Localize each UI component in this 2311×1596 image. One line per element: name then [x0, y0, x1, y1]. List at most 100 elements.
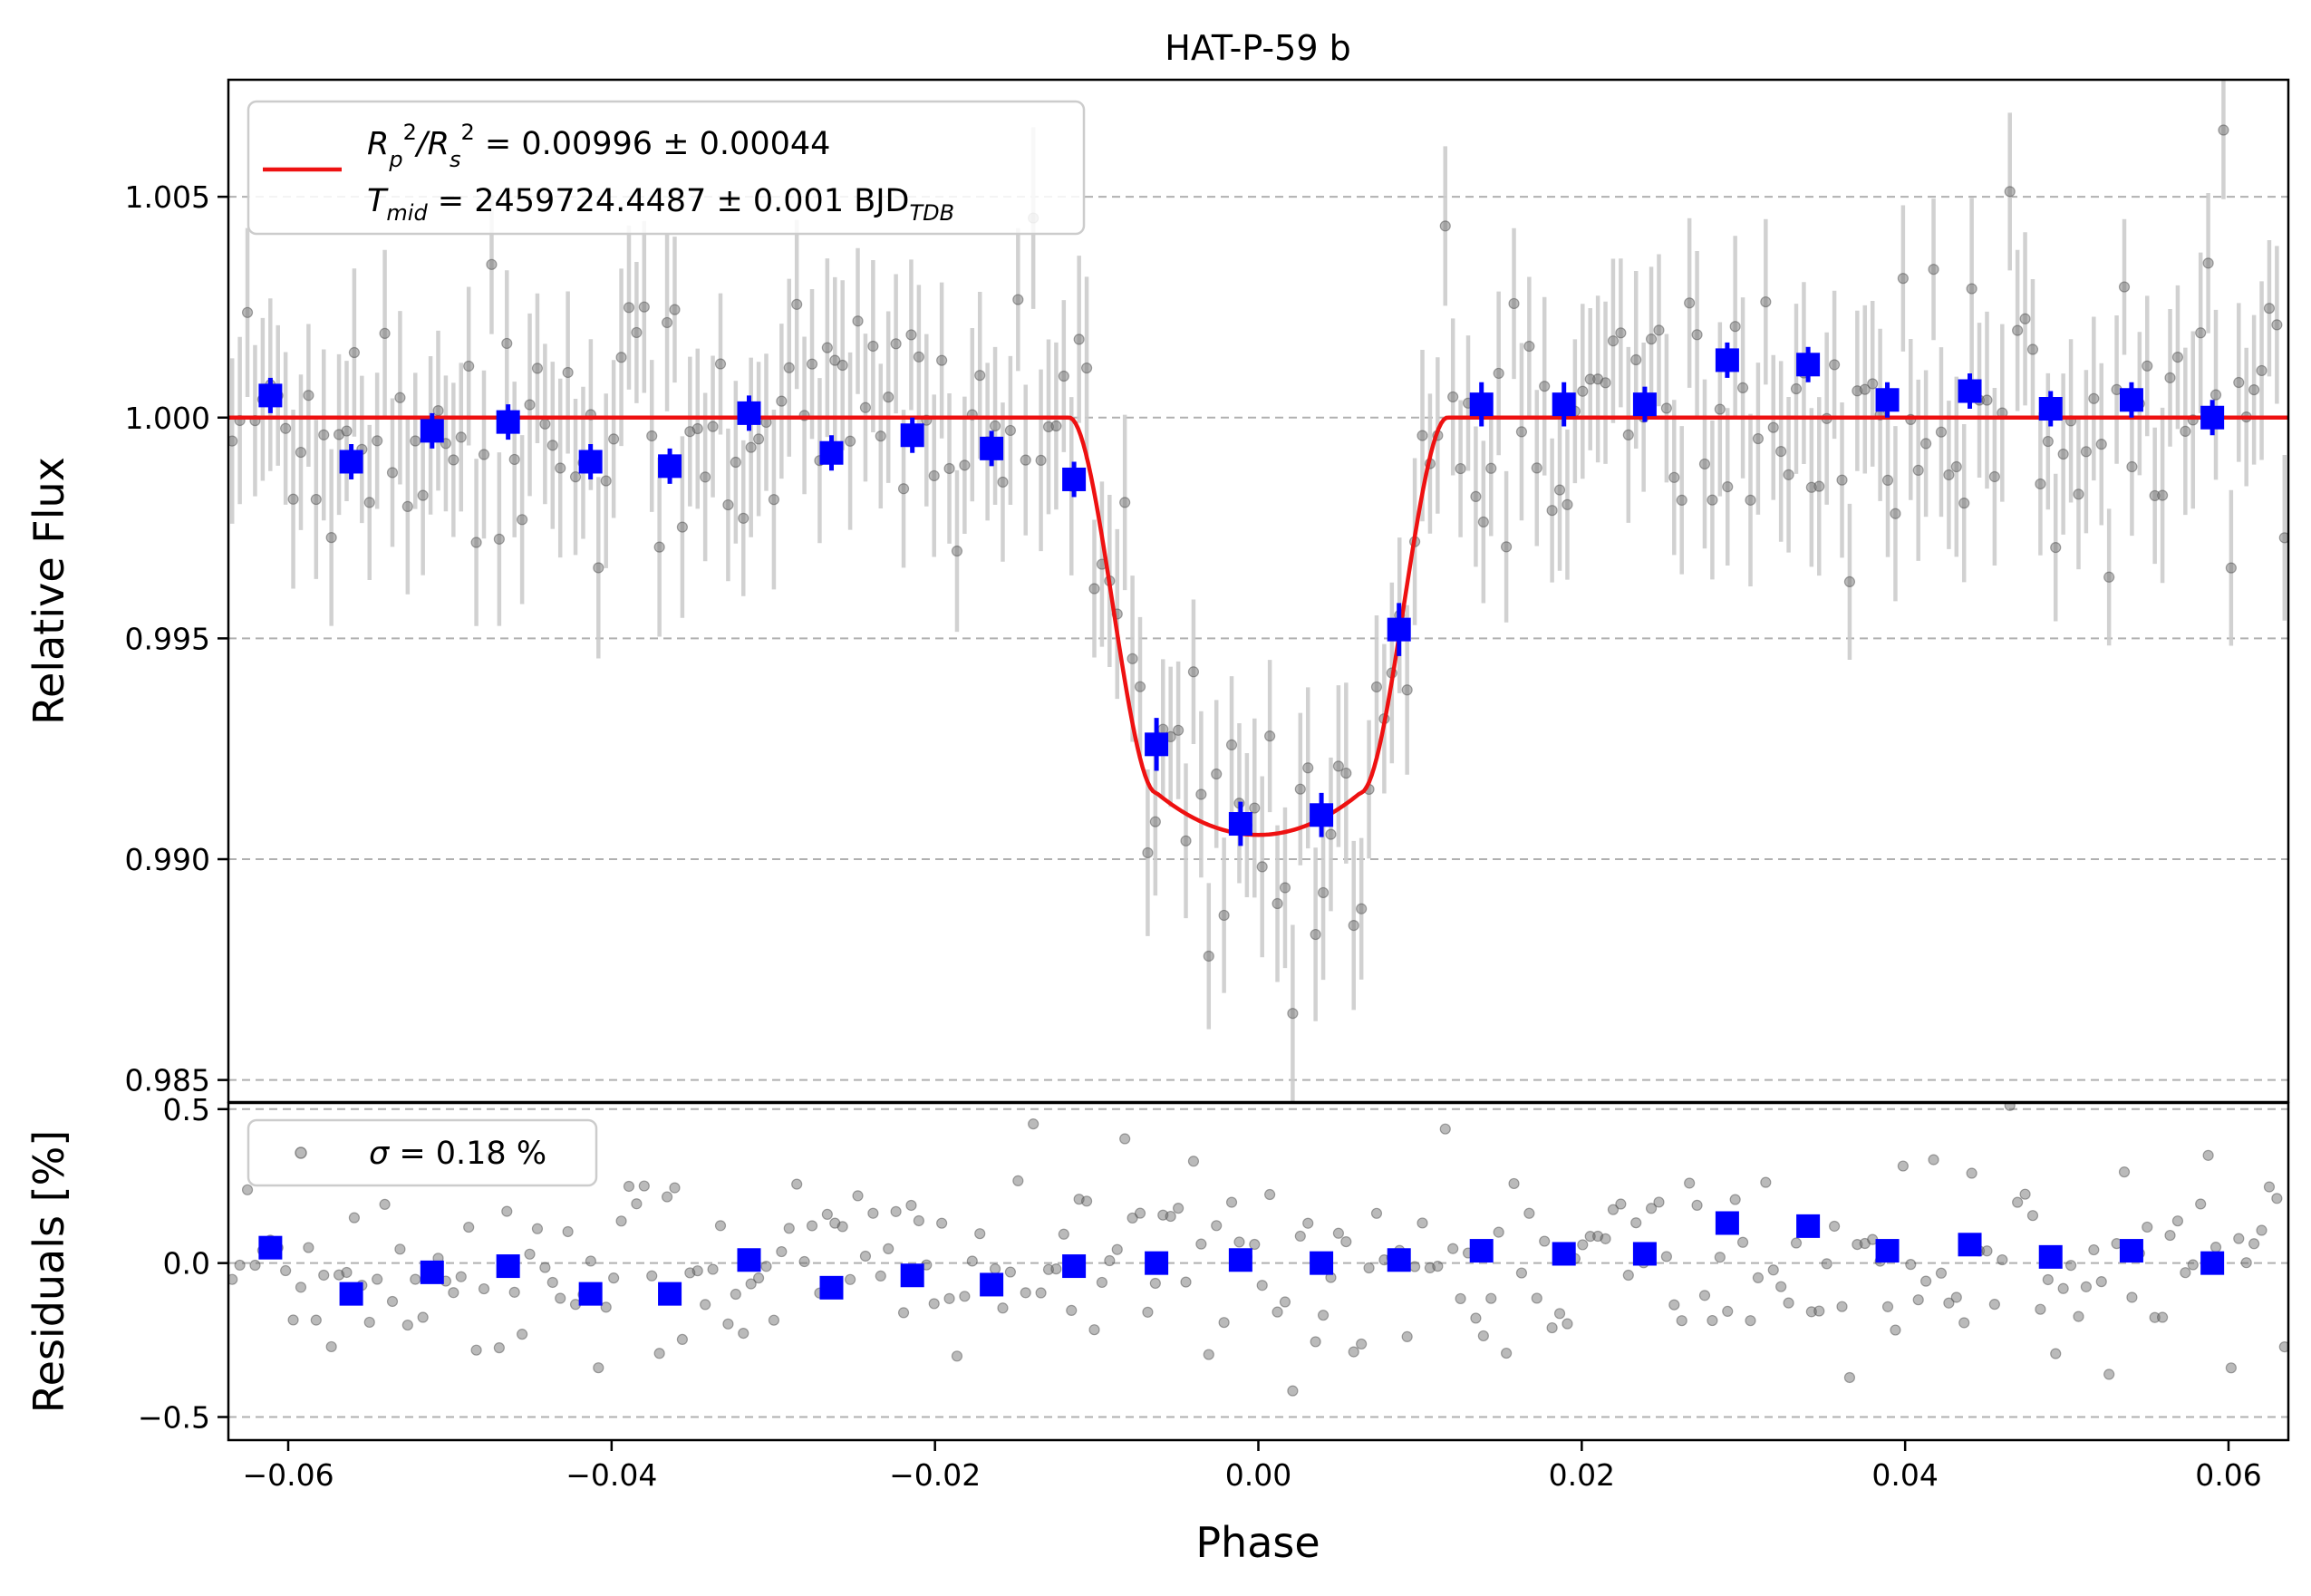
legend-sigma-label: σ = 0.18 %: [369, 1136, 546, 1172]
flux-raw-point: [2256, 364, 2267, 377]
flux-raw-point: [1698, 458, 1711, 470]
residual-raw-point: [1966, 1167, 1977, 1179]
residual-raw-point: [1943, 1297, 1955, 1309]
residual-raw-point: [661, 1191, 673, 1203]
flux-raw-point: [2142, 360, 2153, 372]
flux-raw-point: [2248, 383, 2260, 396]
residual-raw-point: [1508, 1177, 1520, 1190]
residual-raw-point: [1310, 1336, 1321, 1348]
residual-raw-point: [1775, 1281, 1787, 1292]
flux-raw-point: [555, 462, 566, 474]
residual-raw-point: [372, 1273, 383, 1285]
chart-title: HAT-P-59 b: [1165, 28, 1350, 68]
flux-raw-point: [951, 545, 963, 557]
residual-raw-point: [646, 1270, 658, 1282]
flux-binned-point: [819, 440, 844, 465]
flux-raw-point: [1279, 882, 1291, 894]
flux-raw-point: [1401, 684, 1413, 696]
flux-raw-point: [1302, 762, 1314, 774]
flux-raw-point: [1775, 446, 1787, 458]
residual-raw-point: [1653, 1196, 1665, 1208]
flux-raw-point: [1180, 835, 1192, 846]
flux-raw-point: [1439, 220, 1451, 232]
residual-raw-point: [2263, 1181, 2276, 1193]
flux-raw-point: [2026, 343, 2039, 355]
flux-raw-point: [1218, 909, 1230, 922]
flux-raw-point: [1981, 394, 1993, 406]
flux-raw-point: [1760, 295, 1772, 308]
residual-raw-point: [2209, 1242, 2222, 1253]
residuals-binned-point: [2038, 1244, 2063, 1269]
residuals-gridlines: [228, 1108, 2288, 1418]
flux-raw-point: [1813, 480, 1825, 492]
flux-raw-point: [2019, 313, 2031, 324]
flux-raw-point: [1729, 321, 1741, 333]
residual-raw-point: [966, 1255, 978, 1267]
flux-binned-point: [980, 436, 1004, 460]
residual-raw-point: [997, 1302, 1009, 1314]
residual-raw-point: [531, 1223, 544, 1234]
residual-raw-point: [852, 1190, 864, 1202]
flux-raw-point: [1805, 481, 1817, 493]
x-tick-label: −0.06: [242, 1457, 334, 1493]
residual-raw-point: [1485, 1292, 1497, 1304]
residual-raw-point: [562, 1225, 574, 1238]
flux-raw-point: [768, 494, 780, 506]
residual-raw-point: [455, 1271, 467, 1282]
flux-raw-point: [1867, 378, 1879, 390]
residual-raw-point: [1477, 1330, 1489, 1342]
flux-binned-point: [1310, 803, 1334, 827]
residual-raw-point: [2271, 1193, 2283, 1204]
residual-raw-point: [1233, 1236, 1245, 1248]
flux-raw-point: [623, 302, 635, 314]
flux-raw-point: [2080, 446, 2093, 458]
residual-raw-point: [951, 1350, 963, 1362]
residual-raw-point: [867, 1207, 879, 1219]
flux-binned-point: [339, 450, 363, 474]
residual-raw-point: [1332, 1227, 1344, 1239]
flux-raw-point: [1080, 362, 1093, 374]
flux-raw-point: [836, 359, 848, 372]
flux-raw-point: [821, 342, 833, 353]
residual-raw-point: [1173, 1203, 1185, 1214]
residual-raw-point: [730, 1288, 741, 1301]
flux-raw-point: [1615, 327, 1627, 339]
flux-raw-point: [493, 533, 505, 545]
residual-raw-point: [2225, 1362, 2237, 1374]
flux-raw-point: [700, 471, 711, 483]
flux-raw-point: [2004, 186, 2016, 198]
x-tick-label: 0.06: [2195, 1457, 2261, 1493]
residual-raw-point: [1432, 1261, 1444, 1272]
residual-raw-point: [1424, 1262, 1436, 1273]
flux-raw-point: [1707, 494, 1718, 506]
flux-raw-point: [1042, 421, 1055, 433]
residual-raw-point: [676, 1333, 689, 1346]
flux-raw-point: [1523, 340, 1535, 353]
flux-raw-point: [845, 435, 856, 447]
residual-raw-point: [1515, 1267, 1528, 1279]
residual-raw-point: [883, 1243, 894, 1255]
flux-raw-point: [653, 541, 665, 553]
flux-raw-point: [707, 421, 719, 432]
residual-raw-point: [1225, 1196, 1238, 1208]
residual-raw-point: [1104, 1254, 1116, 1267]
residuals-y-ticks: −0.5 0.0 0.5: [138, 1092, 228, 1436]
residual-raw-point: [1783, 1297, 1794, 1309]
residual-raw-point: [1142, 1306, 1154, 1318]
flux-raw-point: [486, 258, 498, 270]
residual-raw-point: [1523, 1207, 1535, 1219]
flux-raw-point: [943, 462, 955, 475]
flux-raw-point: [508, 453, 520, 466]
residual-raw-point: [859, 1250, 872, 1262]
flux-y-tick-label: 0.995: [125, 621, 210, 656]
residual-raw-point: [1363, 1262, 1375, 1274]
residual-raw-point: [829, 1217, 841, 1229]
flux-raw-point: [333, 429, 345, 440]
flux-binned-point: [1387, 617, 1411, 642]
flux-raw-point: [1485, 462, 1497, 474]
residual-raw-point: [1790, 1237, 1803, 1249]
flux-raw-point: [1004, 424, 1016, 437]
residuals-binned-point: [1958, 1233, 1982, 1257]
flux-raw-point: [379, 327, 391, 339]
flux-raw-point: [1660, 402, 1672, 414]
